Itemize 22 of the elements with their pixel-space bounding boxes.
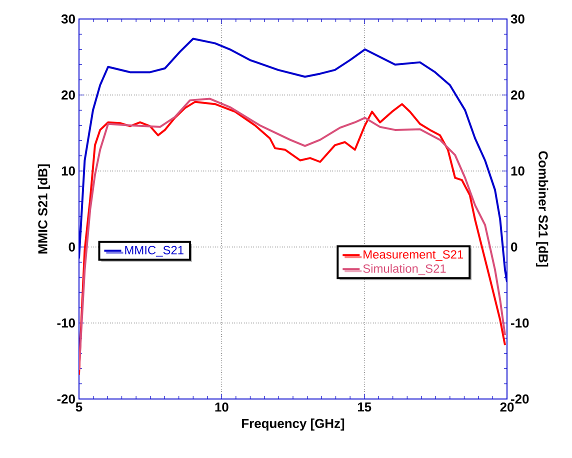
y2-tick-label: 30: [510, 14, 524, 24]
y-tick-label: -10: [57, 318, 75, 328]
x-tick-label: 5: [76, 402, 82, 412]
x-tick-label: 20: [500, 402, 514, 412]
y-tick-label: -20: [57, 394, 75, 404]
y-tick-label: 0: [68, 242, 75, 252]
legend-label: Simulation_S21: [363, 264, 446, 276]
y-tick-label: 20: [62, 90, 75, 100]
legend-label: MMIC_S21: [125, 246, 184, 257]
y2-tick-label: -10: [511, 318, 529, 328]
x-tick-label: 10: [215, 402, 228, 412]
x-tick-label: 15: [358, 402, 372, 412]
y2-axis-title: Combiner S21 [dB]: [536, 151, 548, 267]
x-axis-title: Frequency [GHz]: [242, 418, 344, 431]
legend-label: Measurement_S21: [364, 250, 464, 261]
y2-tick-label: -20: [511, 394, 529, 404]
y-axis-title: MMIC S21 [dB]: [38, 164, 50, 254]
y2-tick-label: 20: [510, 90, 524, 100]
y2-tick-label: 10: [511, 166, 524, 176]
y-tick-label: 30: [61, 14, 75, 24]
y-tick-label: 10: [62, 166, 75, 176]
y2-tick-label: 0: [511, 242, 518, 252]
